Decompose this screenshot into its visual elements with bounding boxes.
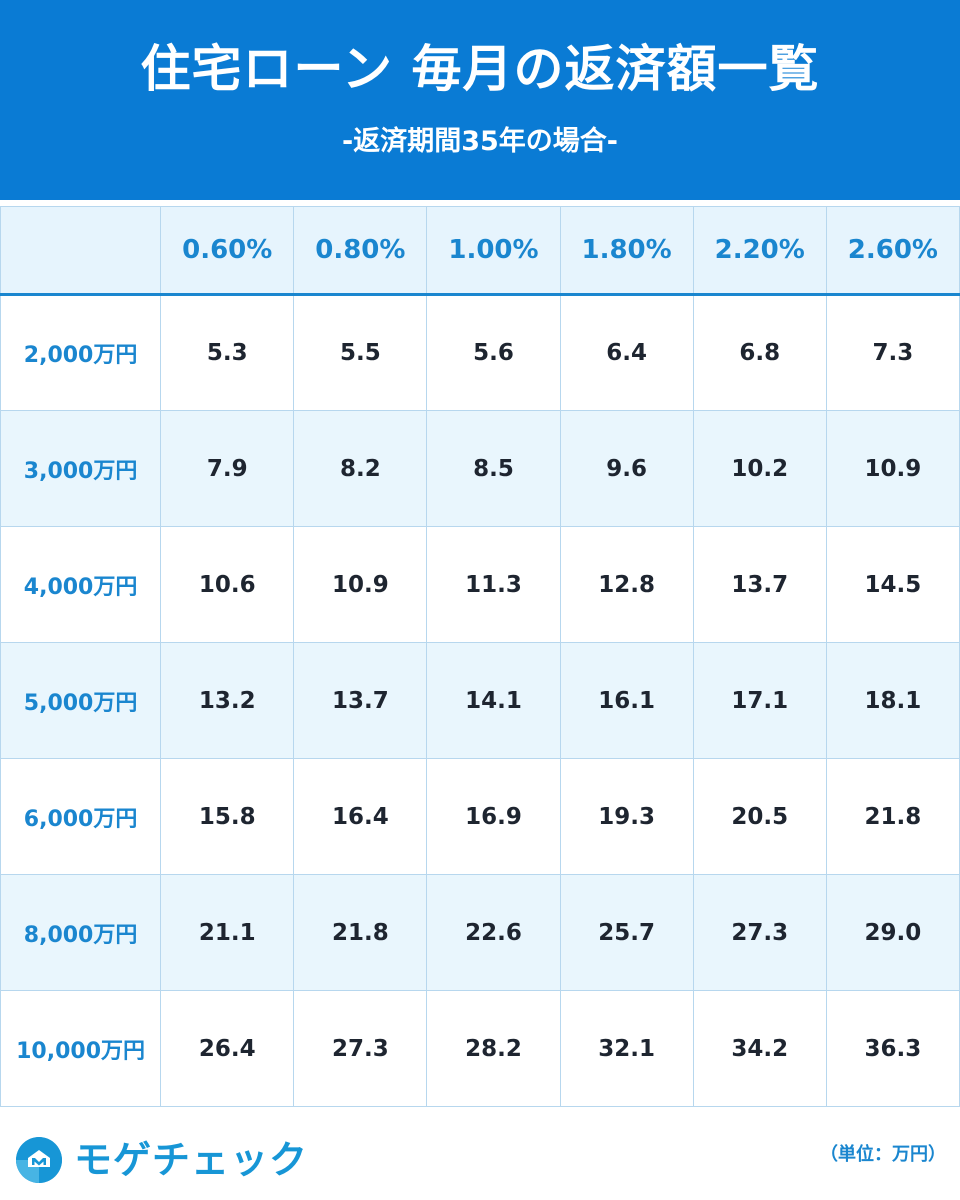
monthly-payment-cell: 13.7: [692, 526, 827, 643]
monthly-payment-cell: 17.1: [692, 642, 827, 759]
monthly-payment-cell: 6.4: [559, 294, 694, 411]
monthly-payment-cell: 22.6: [426, 874, 561, 991]
monthly-payment-cell: 10.2: [692, 410, 827, 527]
table-row: 5,000万円 13.2 13.7 14.1 16.1 17.1 18.1: [0, 642, 960, 759]
monthly-payment-cell: 13.7: [293, 642, 428, 759]
monthly-payment-cell: 32.1: [559, 990, 694, 1107]
repayment-table-container: 0.60% 0.80% 1.00% 1.80% 2.20% 2.60% 2,000万円 5.…: [0, 206, 960, 1107]
row-header-loan-amount: 5,000万円: [0, 642, 162, 759]
monthly-payment-cell: 34.2: [692, 990, 827, 1107]
monthly-payment-cell: 27.3: [293, 990, 428, 1107]
monthly-payment-cell: 10.9: [825, 410, 960, 527]
monthly-payment-cell: 5.6: [426, 294, 561, 411]
monthly-payment-cell: 25.7: [559, 874, 694, 991]
monthly-payment-cell: 9.6: [559, 410, 694, 527]
monthly-payment-cell: 21.8: [825, 758, 960, 875]
house-m-icon: [16, 1137, 62, 1183]
table-row: 2,000万円 5.3 5.5 5.6 6.4 6.8 7.3: [0, 294, 960, 411]
header-banner: 住宅ローン 毎月の返済額一覧 -返済期間35年の場合-: [0, 0, 960, 200]
row-header-loan-amount: 10,000万円: [0, 990, 162, 1107]
monthly-payment-cell: 21.8: [293, 874, 428, 991]
monthly-payment-cell: 20.5: [692, 758, 827, 875]
monthly-payment-cell: 11.3: [426, 526, 561, 643]
column-header-rate: 1.00%: [426, 206, 561, 296]
table-body: 2,000万円 5.3 5.5 5.6 6.4 6.8 7.3 3,000万円 7.9 8.2 8.…: [0, 294, 960, 1107]
monthly-payment-cell: 16.9: [426, 758, 561, 875]
table-row: 8,000万円 21.1 21.8 22.6 25.7 27.3 29.0: [0, 874, 960, 991]
monthly-payment-cell: 29.0: [825, 874, 960, 991]
page-title: 住宅ローン 毎月の返済額一覧: [140, 40, 820, 98]
row-header-loan-amount: 8,000万円: [0, 874, 162, 991]
footer: モゲチェック （単位：万円）: [0, 1120, 960, 1200]
row-header-loan-amount: 3,000万円: [0, 410, 162, 527]
column-header-rate: 2.60%: [825, 206, 960, 296]
monthly-payment-cell: 7.3: [825, 294, 960, 411]
corner-cell: [0, 206, 162, 296]
monthly-payment-cell: 8.2: [293, 410, 428, 527]
monthly-payment-cell: 19.3: [559, 758, 694, 875]
monthly-payment-cell: 18.1: [825, 642, 960, 759]
monthly-payment-cell: 10.9: [293, 526, 428, 643]
monthly-payment-cell: 27.3: [692, 874, 827, 991]
monthly-payment-cell: 5.5: [293, 294, 428, 411]
monthly-payment-cell: 16.4: [293, 758, 428, 875]
monthly-payment-cell: 6.8: [692, 294, 827, 411]
brand-name: モゲチェック: [74, 1138, 309, 1182]
column-header-rate: 0.80%: [293, 206, 428, 296]
monthly-payment-cell: 10.6: [160, 526, 295, 643]
monthly-payment-cell: 26.4: [160, 990, 295, 1107]
monthly-payment-cell: 21.1: [160, 874, 295, 991]
row-header-loan-amount: 6,000万円: [0, 758, 162, 875]
monthly-payment-cell: 14.5: [825, 526, 960, 643]
header-row: 0.60% 0.80% 1.00% 1.80% 2.20% 2.60%: [0, 206, 960, 296]
monthly-payment-cell: 28.2: [426, 990, 561, 1107]
column-header-rate: 1.80%: [559, 206, 694, 296]
monthly-payment-cell: 14.1: [426, 642, 561, 759]
table-row: 10,000万円 26.4 27.3 28.2 32.1 34.2 36.3: [0, 990, 960, 1107]
unit-note: （単位：万円）: [820, 1144, 946, 1165]
monthly-payment-cell: 36.3: [825, 990, 960, 1107]
row-header-loan-amount: 2,000万円: [0, 294, 162, 411]
monthly-payment-cell: 8.5: [426, 410, 561, 527]
table-row: 3,000万円 7.9 8.2 8.5 9.6 10.2 10.9: [0, 410, 960, 527]
monthly-payment-cell: 13.2: [160, 642, 295, 759]
table-row: 6,000万円 15.8 16.4 16.9 19.3 20.5 21.8: [0, 758, 960, 875]
monthly-payment-cell: 7.9: [160, 410, 295, 527]
monthly-payment-cell: 5.3: [160, 294, 295, 411]
monthly-payment-cell: 12.8: [559, 526, 694, 643]
monthly-payment-cell: 16.1: [559, 642, 694, 759]
monthly-payment-cell: 15.8: [160, 758, 295, 875]
column-header-rate: 0.60%: [160, 206, 295, 296]
repayment-table: 0.60% 0.80% 1.00% 1.80% 2.20% 2.60% 2,000万円 5.…: [0, 206, 960, 1107]
page-subtitle: -返済期間35年の場合-: [342, 126, 618, 157]
row-header-loan-amount: 4,000万円: [0, 526, 162, 643]
table-row: 4,000万円 10.6 10.9 11.3 12.8 13.7 14.5: [0, 526, 960, 643]
brand-logo: モゲチェック: [16, 1134, 308, 1186]
column-header-rate: 2.20%: [692, 206, 827, 296]
